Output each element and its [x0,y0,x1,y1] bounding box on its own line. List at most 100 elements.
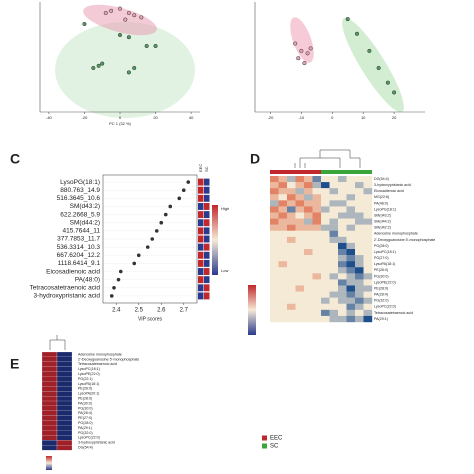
cell [321,267,330,274]
y-tick-label: LysoPG(18:1) [60,179,100,186]
cell [295,297,305,304]
cell [287,309,296,317]
cell [338,230,347,238]
cell [329,188,339,195]
cell [278,206,288,213]
level-box [204,186,210,194]
level-box [204,235,210,243]
cell [363,297,373,304]
cell [329,315,339,323]
cell [287,182,296,189]
cell [295,224,305,231]
cell [355,309,364,317]
cell [270,267,279,274]
cell [270,194,279,201]
cell [329,279,339,286]
cell [278,224,288,231]
cell [312,315,322,323]
cell [363,303,373,311]
cell [312,176,322,183]
y-tick-label: 622.2668_5.9 [60,211,100,218]
cell [355,315,364,323]
row-label: LysoPG(18:1) [374,207,396,211]
cell [56,420,73,426]
cell [346,315,356,323]
confidence-ellipse [55,22,195,118]
cell [270,249,279,256]
cell [346,291,356,298]
cell [270,273,279,280]
cell [295,309,305,317]
cell [295,291,305,298]
x-tick-label: 40 [189,115,194,120]
cell [56,366,73,372]
cell [346,261,356,268]
row-label: PA(30:0) [78,401,92,405]
cell [321,309,330,317]
cell [363,285,373,292]
cell [321,285,330,292]
level-box [204,219,210,227]
cell [321,291,330,298]
level-box [204,284,210,292]
legend-swatch [262,443,267,449]
row-label: PA(29:1) [78,426,92,430]
cell [278,200,288,207]
row-label: PA(48:0) [374,201,388,205]
cell [346,182,356,189]
cell [278,267,288,274]
cell [338,315,347,323]
cell [329,267,339,274]
row-label: PG(32:0) [374,299,389,303]
cell [355,212,364,219]
group-bar [304,170,313,174]
cell [295,255,305,262]
row-label: DG(54:4) [374,177,389,181]
cell [41,410,58,416]
cell [56,415,73,421]
cell [304,176,313,183]
cell [363,206,373,213]
group-bar [346,170,355,174]
color-scale [46,456,52,470]
cell [355,255,364,262]
cell [321,273,330,280]
cell [312,255,322,262]
cell [287,273,296,280]
x-tick-label: 0 [119,115,122,120]
x-tick-label: 0 [331,115,334,120]
cell [355,182,364,189]
cell [338,291,347,298]
cell [355,267,364,274]
dot [177,196,182,201]
row-label: Adenosine monophosphate [78,352,122,356]
row-label: SM(d42:2) [374,226,391,230]
point [144,43,149,49]
cell [363,255,373,262]
row-label: 2'-Deoxyguanosine 5'-monophosphate [78,357,139,361]
row-label: PG(28:0) [78,421,93,425]
row-label: 2'-Deoxyguanosine 5'-monophosphate [374,238,435,242]
y-tick-label: 377.7853_11.7 [57,236,100,243]
cell [363,291,373,298]
cell [338,200,347,207]
cell [270,285,279,292]
cell [304,303,313,311]
cell [338,309,347,317]
cell [41,376,58,382]
cell [329,261,339,268]
cell [321,255,330,262]
group-bar [329,170,338,174]
row-label: SM(d43:2) [374,213,391,217]
panel-label: C [10,151,20,167]
cell [321,200,330,207]
cell [338,285,347,292]
row-label: MG(22:6) [374,195,389,199]
y-tick-label: 1118.6414_9.1 [58,260,101,267]
cell [346,236,356,244]
cell [346,273,356,280]
plot-frame [102,174,198,304]
cell [41,440,58,446]
x-axis-label: PC 1 (32 %) [109,121,131,126]
cell [304,273,313,280]
